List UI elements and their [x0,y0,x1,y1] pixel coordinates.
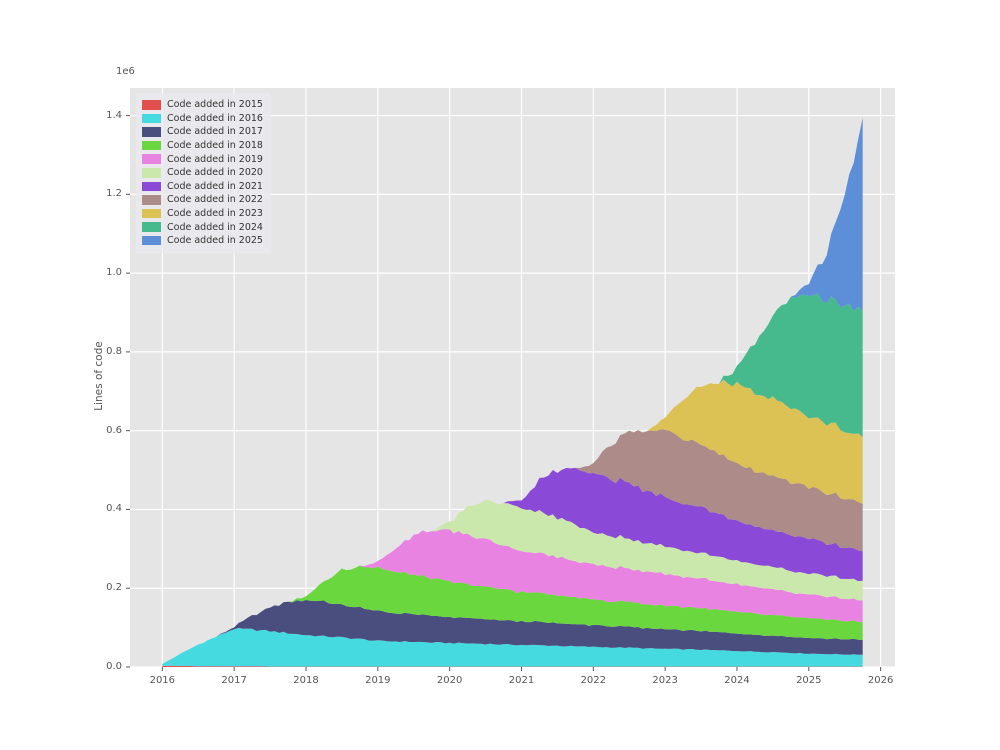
y-tick-label: 1.4 [106,109,122,121]
legend-label: Code added in 2021 [167,180,263,192]
y-axis-label: Lines of code [93,341,105,411]
area-series-2024 [162,293,863,664]
legend-label: Code added in 2020 [167,167,263,179]
legend-item: Code added in 2024 [142,220,263,234]
legend-item: Code added in 2025 [142,234,263,248]
y-tick-label: 0.6 [106,424,122,436]
area-series-2017 [162,600,863,664]
legend-swatch [142,222,161,232]
legend-swatch [142,154,161,164]
area-series-2016 [162,627,863,667]
x-tick-label: 2023 [652,675,678,686]
legend-swatch [142,235,161,246]
legend-swatch [142,168,161,178]
tick-marks [126,115,882,671]
legend: Code added in 2015 Code added in 2016 Code… [136,93,271,253]
x-tick-label: 2020 [436,675,463,686]
legend-label: Code added in 2022 [167,194,263,206]
legend-label: Code added in 2017 [167,126,263,138]
area-series-2018 [162,565,863,664]
x-tick-label: 2024 [724,675,750,686]
x-tick-label: 2018 [293,675,319,686]
x-tick-label: 2019 [365,675,391,686]
area-series-2020 [162,499,863,664]
x-tick-label: 2025 [796,675,822,686]
legend-label: Code added in 2018 [167,140,263,152]
legend-label: Code added in 2019 [167,153,263,165]
legend-label: Code added in 2015 [167,99,263,111]
y-tick-label: 1.2 [106,188,122,200]
x-tick-label: 2022 [580,675,607,686]
area-series-2019 [162,529,863,664]
legend-swatch [142,208,161,219]
y-tick-label: 1.0 [106,267,122,279]
legend-swatch [142,181,161,192]
area-series-2015 [162,665,863,667]
area-series-2022 [162,429,863,664]
legend-item: Code added in 2017 [142,125,263,139]
area-series-group [162,117,863,667]
legend-item: Code added in 2018 [142,139,263,153]
legend-label: Code added in 2025 [167,235,263,247]
area-series-2021 [162,467,863,664]
legend-swatch [142,195,161,205]
x-tick-label: 2021 [508,675,535,686]
x-tick-label: 2026 [867,675,894,686]
legend-item: Code added in 2015 [142,98,263,112]
legend-item: Code added in 2021 [142,180,263,194]
legend-item: Code added in 2022 [142,193,263,207]
legend-swatch [142,100,161,110]
legend-swatch [142,140,161,151]
x-tick-label: 2017 [221,675,247,686]
y-tick-label: 0.2 [106,582,122,594]
legend-swatch [142,127,161,137]
legend-item: Code added in 2016 [142,112,263,126]
legend-item: Code added in 2023 [142,207,263,221]
y-tick-label: 0.4 [106,503,122,515]
legend-swatch [142,113,161,124]
y-axis-offset-text: 1e6 [116,66,135,77]
y-tick-label: 0.0 [106,661,122,672]
x-tick-label: 2016 [149,675,176,686]
legend-item: Code added in 2020 [142,166,263,180]
y-tick-label: 0.8 [106,345,122,357]
legend-label: Code added in 2023 [167,208,263,220]
legend-label: Code added in 2024 [167,221,263,233]
legend-label: Code added in 2016 [167,112,263,124]
legend-item: Code added in 2019 [142,152,263,166]
